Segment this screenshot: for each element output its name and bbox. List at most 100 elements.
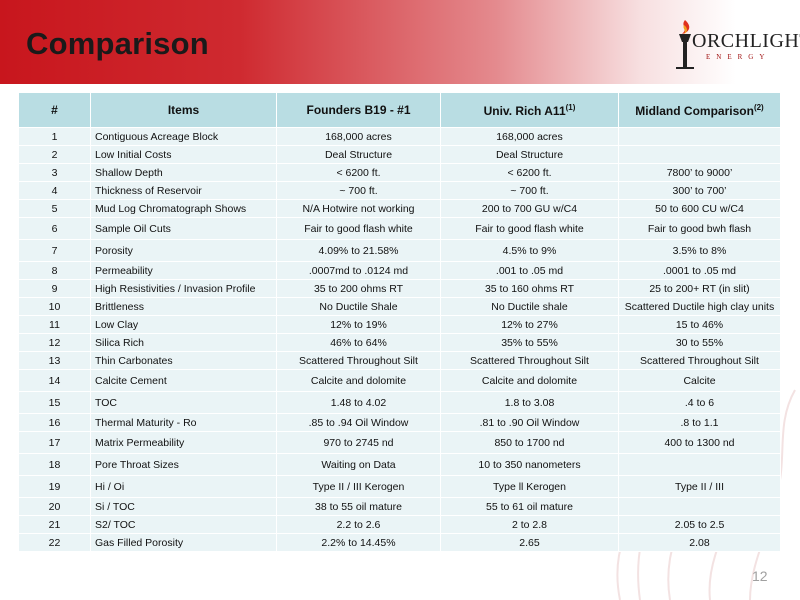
row-item: Thin Carbonates xyxy=(90,351,277,370)
row-founders-value: 12% to 19% xyxy=(276,315,441,334)
row-founders-value: No Ductile Shale xyxy=(276,297,441,316)
row-item: S2/ TOC xyxy=(90,515,277,534)
row-midland-value: Scattered Ductile high clay units xyxy=(618,297,781,316)
row-number: 15 xyxy=(18,391,91,414)
row-founders-value: .85 to .94 Oil Window xyxy=(276,413,441,432)
header-founders: Founders B19 - #1 xyxy=(276,92,441,128)
row-founders-value: 2.2 to 2.6 xyxy=(276,515,441,534)
row-item: Brittleness xyxy=(90,297,277,316)
row-midland-value xyxy=(618,497,781,516)
row-founders-value: 2.2% to 14.45% xyxy=(276,533,441,552)
table-row: 11 Low Clay 12% to 19% 12% to 27% 15 to 46% xyxy=(18,315,781,334)
row-item: Silica Rich xyxy=(90,333,277,352)
page-number: 12 xyxy=(752,568,768,584)
row-univ-value: 35 to 160 ohms RT xyxy=(440,279,619,298)
row-midland-value: Calcite xyxy=(618,369,781,392)
header-midland-footnote: (2) xyxy=(753,102,764,112)
row-univ-value: Deal Structure xyxy=(440,145,619,164)
row-univ-value: 10 to 350 nanometers xyxy=(440,453,619,476)
row-univ-value: 4.5% to 9% xyxy=(440,239,619,262)
row-founders-value: .0007md to .0124 md xyxy=(276,261,441,280)
row-item: Sample Oil Cuts xyxy=(90,217,277,240)
row-item: Matrix Permeability xyxy=(90,431,277,454)
table-row: 20 Si / TOC 38 to 55 oil mature 55 to 61 oi… xyxy=(18,497,781,516)
table-row: 9 High Resistivities / Invasion Profile 35… xyxy=(18,279,781,298)
row-number: 18 xyxy=(18,453,91,476)
row-founders-value: Calcite and dolomite xyxy=(276,369,441,392)
row-founders-value: Fair to good flash white xyxy=(276,217,441,240)
row-univ-value: .001 to .05 md xyxy=(440,261,619,280)
row-midland-value: 3.5% to 8% xyxy=(618,239,781,262)
row-item: Mud Log Chromatograph Shows xyxy=(90,199,277,218)
table-header-row: # Items Founders B19 - #1 Univ. Rich A11… xyxy=(18,92,781,128)
row-univ-value: 2.65 xyxy=(440,533,619,552)
row-number: 19 xyxy=(18,475,91,498)
logo-subtitle: ENERGY xyxy=(706,53,771,61)
row-univ-value: Type ll Kerogen xyxy=(440,475,619,498)
row-number: 7 xyxy=(18,239,91,262)
torch-logo-icon xyxy=(676,20,694,69)
table-row: 5 Mud Log Chromatograph Shows N/A Hotwire … xyxy=(18,199,781,218)
row-founders-value: Scattered Throughout Silt xyxy=(276,351,441,370)
row-founders-value: < 6200 ft. xyxy=(276,163,441,182)
table-row: 14 Calcite Cement Calcite and dolomite Calc… xyxy=(18,369,781,392)
row-midland-value: 2.08 xyxy=(618,533,781,552)
header-items: Items xyxy=(90,92,277,128)
row-midland-value: .4 to 6 xyxy=(618,391,781,414)
row-midland-value xyxy=(618,145,781,164)
row-univ-value: 2 to 2.8 xyxy=(440,515,619,534)
row-item: Si / TOC xyxy=(90,497,277,516)
row-item: Low Initial Costs xyxy=(90,145,277,164)
row-univ-value: No Ductile shale xyxy=(440,297,619,316)
logo-wordmark: ORCHLIGHT xyxy=(692,30,800,52)
row-midland-value xyxy=(618,453,781,476)
row-midland-value: 7800’ to 9000’ xyxy=(618,163,781,182)
row-number: 1 xyxy=(18,127,91,146)
table-row: 1 Contiguous Acreage Block 168,000 acres 16… xyxy=(18,127,781,146)
row-number: 20 xyxy=(18,497,91,516)
header-univ-footnote: (1) xyxy=(565,102,576,112)
row-midland-value: Scattered Throughout Silt xyxy=(618,351,781,370)
row-number: 2 xyxy=(18,145,91,164)
table-row: 12 Silica Rich 46% to 64% 35% to 55% 30 to 5… xyxy=(18,333,781,352)
row-number: 13 xyxy=(18,351,91,370)
row-midland-value xyxy=(618,127,781,146)
row-founders-value: ~ 700 ft. xyxy=(276,181,441,200)
row-item: Shallow Depth xyxy=(90,163,277,182)
row-midland-value: 400 to 1300 nd xyxy=(618,431,781,454)
table-row: 7 Porosity 4.09% to 21.58% 4.5% to 9% 3.5% t… xyxy=(18,239,781,262)
row-item: Contiguous Acreage Block xyxy=(90,127,277,146)
header-midland-label: Midland Comparison xyxy=(635,103,754,118)
row-number: 3 xyxy=(18,163,91,182)
row-univ-value: Scattered Throughout Silt xyxy=(440,351,619,370)
row-item: Pore Throat Sizes xyxy=(90,453,277,476)
table-row: 10 Brittleness No Ductile Shale No Ductile … xyxy=(18,297,781,316)
row-founders-value: Deal Structure xyxy=(276,145,441,164)
row-item: Thickness of Reservoir xyxy=(90,181,277,200)
row-midland-value: Type II / III xyxy=(618,475,781,498)
row-number: 16 xyxy=(18,413,91,432)
row-midland-value: 30 to 55% xyxy=(618,333,781,352)
row-univ-value: ~ 700 ft. xyxy=(440,181,619,200)
row-founders-value: Waiting on Data xyxy=(276,453,441,476)
row-number: 17 xyxy=(18,431,91,454)
table-row: 2 Low Initial Costs Deal Structure Deal Str… xyxy=(18,145,781,164)
row-midland-value: 50 to 600 CU w/C4 xyxy=(618,199,781,218)
row-number: 10 xyxy=(18,297,91,316)
row-univ-value: Calcite and dolomite xyxy=(440,369,619,392)
row-founders-value: Type II / III Kerogen xyxy=(276,475,441,498)
row-founders-value: 38 to 55 oil mature xyxy=(276,497,441,516)
header-num: # xyxy=(18,92,91,128)
row-founders-value: 4.09% to 21.58% xyxy=(276,239,441,262)
header-univ-label: Univ. Rich A11 xyxy=(483,103,566,118)
table-row: 17 Matrix Permeability 970 to 2745 nd 850 t… xyxy=(18,431,781,454)
row-univ-value: 35% to 55% xyxy=(440,333,619,352)
row-univ-value: 168,000 acres xyxy=(440,127,619,146)
row-number: 22 xyxy=(18,533,91,552)
row-item: Thermal Maturity - Ro xyxy=(90,413,277,432)
table-body: 1 Contiguous Acreage Block 168,000 acres 16… xyxy=(18,127,781,552)
row-midland-value: .0001 to .05 md xyxy=(618,261,781,280)
row-number: 5 xyxy=(18,199,91,218)
row-midland-value: Fair to good bwh flash xyxy=(618,217,781,240)
row-founders-value: 1.48 to 4.02 xyxy=(276,391,441,414)
